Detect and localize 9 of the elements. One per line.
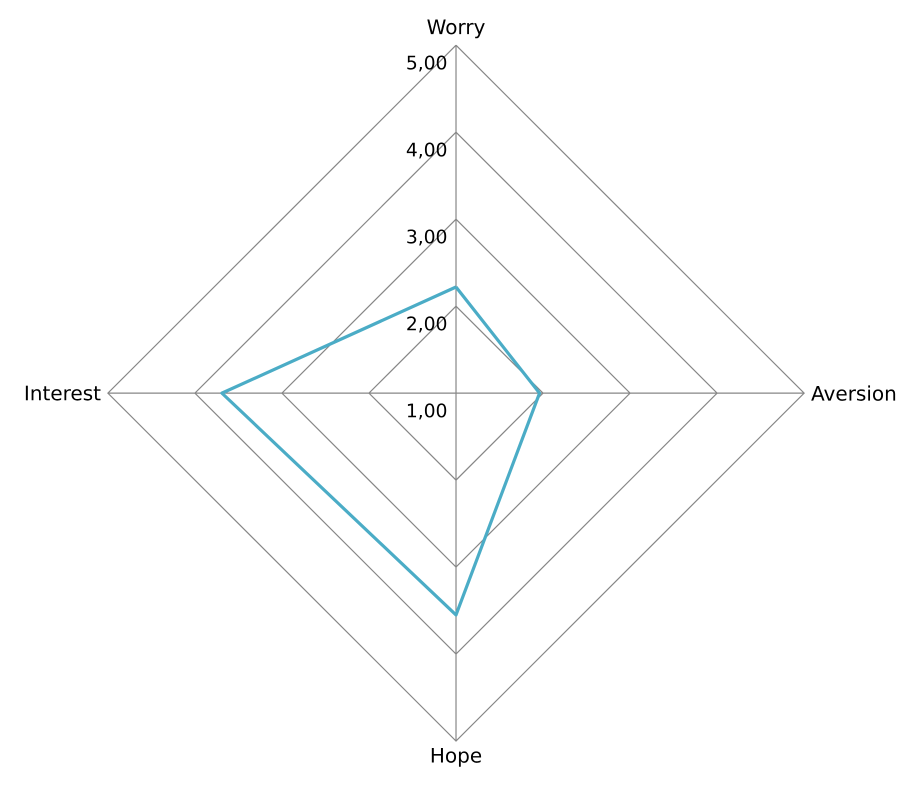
spoke-label: Hope <box>432 748 482 767</box>
spoke-label: Interest <box>26 386 101 401</box>
y-tick-label: 2,00 <box>407 316 446 332</box>
y-tick-label: 5,00 <box>407 56 446 72</box>
y-tick-label: 1,00 <box>408 403 446 420</box>
y-tick-label: 3,00 <box>407 229 446 246</box>
y-tick-label: 4,00 <box>406 142 446 159</box>
spoke-label: Aversion <box>811 385 896 401</box>
spoke-label: Worry <box>427 20 485 38</box>
